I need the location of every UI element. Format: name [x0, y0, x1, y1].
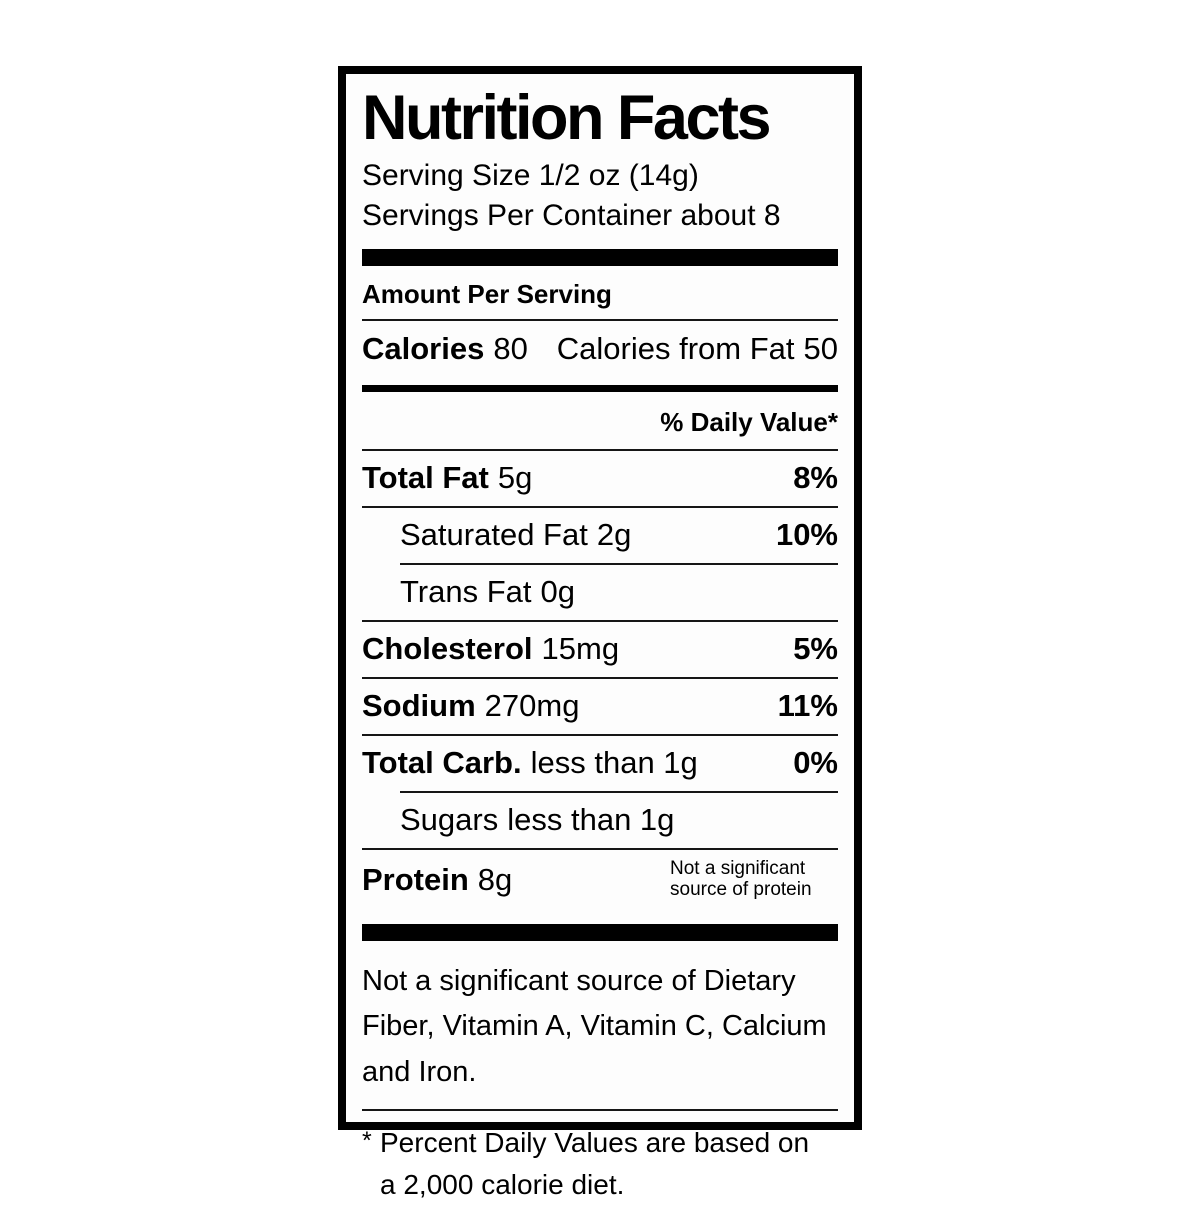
- divider: [362, 1109, 838, 1112]
- divider: [362, 676, 838, 679]
- calories-from-fat-label: Calories from Fat: [556, 330, 795, 366]
- row-cholesterol: Cholesterol 15mg 5%: [362, 622, 838, 677]
- nutrient-dv: 11%: [777, 687, 838, 723]
- amount-per-serving-heading: Amount Per Serving: [362, 278, 612, 309]
- divider: [362, 847, 838, 850]
- calories-from-fat-value: 50: [803, 330, 838, 366]
- nutrient-name-amount: Total Fat 5g: [362, 460, 532, 496]
- calories-value-group: Calories 80: [362, 331, 528, 367]
- row-sodium: Sodium 270mg 11%: [362, 679, 838, 734]
- nutrient-name: Cholesterol: [362, 630, 533, 666]
- divider: [362, 733, 838, 736]
- nutrient-dv: 8%: [793, 459, 838, 495]
- nutrient-name: Total Carb.: [362, 744, 522, 780]
- nutrient-name-amount: Sugars less than 1g: [400, 802, 674, 838]
- daily-value-header: % Daily Value*: [660, 406, 838, 437]
- nutrient-amount: 8g: [477, 861, 513, 897]
- label-title: Nutrition Facts: [362, 83, 772, 153]
- nutrient-amount: 0g: [540, 573, 575, 609]
- divider: [362, 619, 838, 622]
- protein-note: Not a significant source of protein: [670, 857, 812, 900]
- nutrient-name: Trans Fat: [400, 573, 532, 609]
- calories-value: 80: [493, 330, 528, 366]
- nutrient-amount: less than 1g: [507, 801, 675, 837]
- nutrient-name-amount: Trans Fat 0g: [400, 574, 575, 610]
- footnote-text: Percent Daily Values are based on a 2,00…: [380, 1127, 810, 1201]
- nutrient-name: Sodium: [362, 687, 476, 723]
- row-total-carb: Total Carb. less than 1g 0%: [362, 736, 838, 791]
- nutrient-name-amount: Sodium 270mg: [362, 688, 579, 724]
- nutrient-amount: 2g: [596, 516, 632, 552]
- nutrient-name-amount: Cholesterol 15mg: [362, 631, 619, 667]
- nutrition-facts-label: Nutrition Facts Serving Size 1/2 oz (14g…: [338, 66, 862, 1200]
- serving-size-text: Serving Size 1/2 oz (14g): [362, 159, 699, 193]
- nutrient-amount: 270mg: [484, 687, 580, 723]
- nutrient-name: Saturated Fat: [400, 516, 588, 552]
- row-total-fat: Total Fat 5g 8%: [362, 451, 838, 506]
- nutrient-name-amount: Saturated Fat 2g: [400, 517, 631, 553]
- nutrient-name-amount: Protein 8g: [362, 862, 512, 898]
- servings-per-container-text: Servings Per Container about 8: [362, 198, 781, 232]
- separator-bar-medium: [362, 384, 838, 392]
- divider: [362, 505, 838, 508]
- row-trans-fat: Trans Fat 0g: [362, 565, 838, 620]
- divider-indented: [400, 562, 838, 565]
- separator-bar-thick-bottom: [362, 923, 838, 941]
- calories-label: Calories: [362, 330, 485, 366]
- nutrient-name: Total Fat: [362, 459, 489, 495]
- nutrient-dv: 0%: [793, 744, 838, 780]
- row-saturated-fat: Saturated Fat 2g 10%: [362, 508, 838, 563]
- nutrient-amount: 5g: [497, 459, 533, 495]
- divider-indented: [400, 790, 838, 793]
- divider: [362, 448, 838, 451]
- nutrient-name: Protein: [362, 861, 469, 897]
- row-protein: Protein 8g Not a significant source of pr…: [362, 850, 838, 911]
- nutrient-name-amount: Total Carb. less than 1g: [362, 745, 698, 781]
- calories-from-fat-group: Calories from Fat 50: [557, 331, 838, 367]
- daily-value-footnote: * Percent Daily Values are based on a 2,…: [362, 1111, 838, 1206]
- nutrient-amount: less than 1g: [530, 744, 698, 780]
- row-sugars: Sugars less than 1g: [362, 793, 838, 848]
- nutrient-name: Sugars: [400, 801, 499, 837]
- nutrient-dv: 10%: [775, 516, 838, 552]
- calories-row: Calories 80 Calories from Fat 50: [362, 321, 838, 378]
- nutrient-dv: 5%: [793, 630, 838, 666]
- separator-bar-thick-top: [362, 248, 838, 266]
- nutrient-amount: 15mg: [541, 630, 620, 666]
- not-significant-note: Not a significant source of Dietary Fibe…: [362, 964, 827, 1089]
- divider: [362, 318, 838, 321]
- footnote-asterisk: *: [362, 1127, 372, 1156]
